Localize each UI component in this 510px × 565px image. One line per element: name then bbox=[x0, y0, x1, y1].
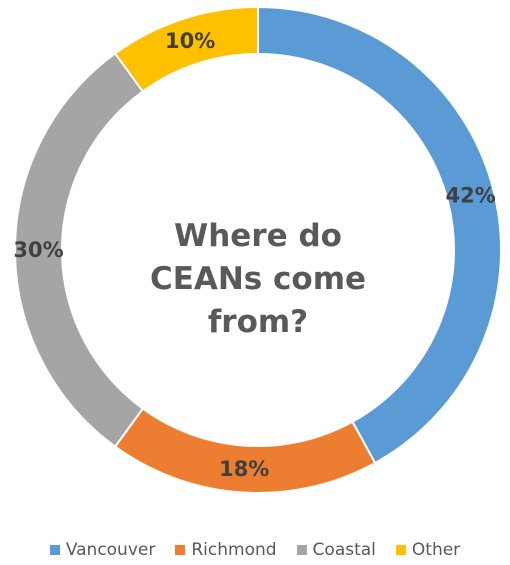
legend-item-other: Other bbox=[395, 540, 461, 560]
donut-chart: 42% 18% 30% 10% Where do CEANs come from? bbox=[13, 5, 502, 494]
legend-item-coastal: Coastal bbox=[296, 540, 376, 560]
legend: Vancouver Richmond Coastal Other bbox=[0, 540, 510, 560]
legend-label-coastal: Coastal bbox=[312, 540, 376, 560]
legend-swatch-coastal bbox=[296, 545, 307, 555]
legend-label-other: Other bbox=[411, 540, 461, 560]
slice-other bbox=[113, 5, 259, 93]
slice-vancouver bbox=[257, 5, 502, 465]
legend-swatch-richmond bbox=[175, 545, 186, 555]
slice-label-coastal: 30% bbox=[13, 238, 63, 262]
legend-swatch-vancouver bbox=[49, 545, 60, 555]
legend-swatch-other bbox=[395, 545, 406, 555]
slice-label-other: 10% bbox=[165, 29, 215, 53]
legend-item-richmond: Richmond bbox=[175, 540, 277, 560]
chart-title-line-2: CEANs come bbox=[150, 261, 366, 297]
slice-label-vancouver: 42% bbox=[445, 183, 495, 207]
chart-title-line-3: from? bbox=[208, 304, 308, 340]
donut-slices bbox=[14, 5, 502, 494]
legend-label-vancouver: Vancouver bbox=[65, 540, 156, 560]
chart-title-line-1: Where do bbox=[174, 218, 342, 254]
slice-labels: 42% 18% 30% 10% bbox=[13, 29, 495, 481]
legend-label-richmond: Richmond bbox=[191, 540, 277, 560]
slice-label-richmond: 18% bbox=[219, 457, 269, 481]
legend-item-vancouver: Vancouver bbox=[49, 540, 156, 560]
